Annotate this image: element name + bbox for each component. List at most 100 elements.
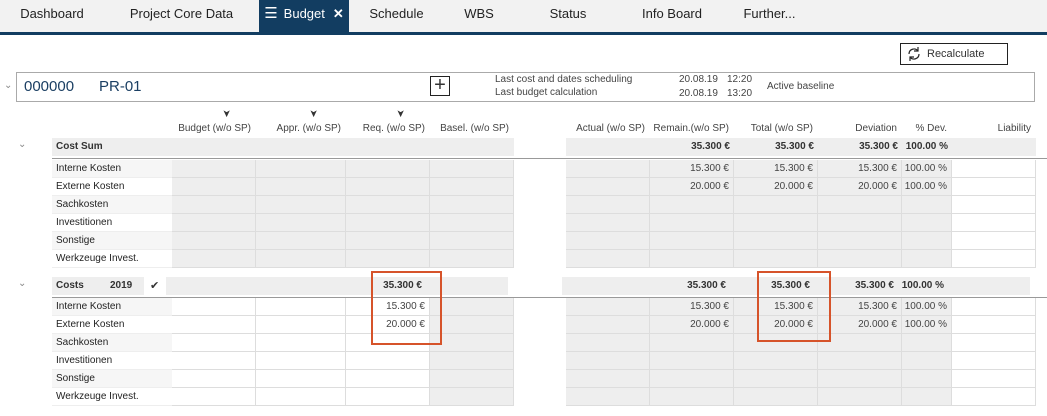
cell-remain[interactable]: 20.000 €: [650, 316, 734, 334]
check-icon[interactable]: ✔: [150, 280, 160, 292]
cell-appr[interactable]: [256, 352, 346, 370]
cell-pct[interactable]: [902, 352, 952, 370]
cell-remain[interactable]: [650, 352, 734, 370]
cell-appr[interactable]: [256, 334, 346, 352]
cell-total[interactable]: [734, 214, 818, 232]
cell-budget[interactable]: [172, 214, 256, 232]
cell-remain[interactable]: [650, 370, 734, 388]
cell-req[interactable]: [346, 370, 430, 388]
cell-total[interactable]: [734, 232, 818, 250]
cell-remain[interactable]: 20.000 €: [650, 178, 734, 196]
column-header-remain[interactable]: Remain.(w/o SP): [653, 123, 729, 134]
cell-pct[interactable]: [902, 196, 952, 214]
tab-wbs[interactable]: WBS: [444, 0, 514, 32]
column-header-appr[interactable]: Appr. (w/o SP): [276, 123, 341, 134]
cell-total[interactable]: [734, 196, 818, 214]
cell-budget[interactable]: [172, 196, 256, 214]
cell-actual[interactable]: [566, 298, 650, 316]
cell-actual[interactable]: [566, 196, 650, 214]
tab-info-board[interactable]: Info Board: [622, 0, 722, 32]
cell-pct[interactable]: 100.00 %: [902, 178, 952, 196]
tab-project-core-data[interactable]: Project Core Data: [104, 0, 259, 32]
cell-req[interactable]: [346, 178, 430, 196]
column-header-budget[interactable]: Budget (w/o SP): [178, 123, 251, 134]
cell-total[interactable]: [734, 352, 818, 370]
cell-deviation[interactable]: [818, 196, 902, 214]
cell-pct[interactable]: [902, 250, 952, 268]
cell-remain[interactable]: 15.300 €: [650, 160, 734, 178]
collapse-costs-chevron-icon[interactable]: ⌄: [18, 278, 27, 289]
cell-deviation[interactable]: [818, 250, 902, 268]
cell-pct[interactable]: 100.00 %: [902, 298, 952, 316]
cell-basel[interactable]: [430, 250, 514, 268]
column-header-basel[interactable]: Basel. (w/o SP): [440, 123, 509, 134]
cell-basel[interactable]: [430, 298, 514, 316]
cell-basel[interactable]: [430, 316, 514, 334]
collapse-cost_sum-chevron-icon[interactable]: ⌄: [18, 139, 27, 150]
cell-pct[interactable]: 100.00 %: [902, 160, 952, 178]
cell-actual[interactable]: [566, 214, 650, 232]
cell-actual[interactable]: [566, 352, 650, 370]
cell-remain[interactable]: [650, 334, 734, 352]
cell-deviation[interactable]: 20.000 €: [818, 178, 902, 196]
cell-remain[interactable]: [650, 232, 734, 250]
cell-pct[interactable]: [902, 370, 952, 388]
cell-basel[interactable]: [430, 388, 514, 406]
cell-total[interactable]: [734, 370, 818, 388]
column-header-total[interactable]: Total (w/o SP): [750, 123, 813, 134]
cell-remain[interactable]: [650, 388, 734, 406]
cell-deviation[interactable]: [818, 232, 902, 250]
cell-basel[interactable]: [430, 160, 514, 178]
cell-deviation[interactable]: 20.000 €: [818, 316, 902, 334]
cell-pct[interactable]: [902, 334, 952, 352]
cell-basel[interactable]: [430, 178, 514, 196]
close-icon[interactable]: ✕: [332, 6, 344, 21]
tab-budget[interactable]: ☰ Budget ✕: [259, 0, 349, 35]
cell-total[interactable]: 15.300 €: [734, 160, 818, 178]
cell-basel[interactable]: [430, 196, 514, 214]
cell-budget[interactable]: [172, 160, 256, 178]
cell-pct[interactable]: [902, 388, 952, 406]
cell-req[interactable]: [346, 352, 430, 370]
tab-further[interactable]: Further...: [722, 0, 817, 32]
column-header-req[interactable]: Req. (w/o SP): [362, 123, 425, 134]
cell-budget[interactable]: [172, 298, 256, 316]
cell-total[interactable]: [734, 388, 818, 406]
cell-remain[interactable]: [650, 196, 734, 214]
cell-appr[interactable]: [256, 196, 346, 214]
cell-deviation[interactable]: [818, 352, 902, 370]
cell-deviation[interactable]: [818, 214, 902, 232]
cell-budget[interactable]: [172, 232, 256, 250]
cell-appr[interactable]: [256, 178, 346, 196]
cell-appr[interactable]: [256, 160, 346, 178]
cell-pct[interactable]: [902, 232, 952, 250]
cell-budget[interactable]: [172, 388, 256, 406]
cell-total[interactable]: [734, 250, 818, 268]
tab-schedule[interactable]: Schedule: [349, 0, 444, 32]
cell-remain[interactable]: 15.300 €: [650, 298, 734, 316]
tab-dashboard[interactable]: Dashboard: [0, 0, 104, 32]
cell-actual[interactable]: [566, 370, 650, 388]
cell-budget[interactable]: [172, 250, 256, 268]
cell-total[interactable]: [734, 334, 818, 352]
cell-budget[interactable]: [172, 316, 256, 334]
cell-actual[interactable]: [566, 160, 650, 178]
cell-actual[interactable]: [566, 334, 650, 352]
filter-icon[interactable]: ➤: [394, 109, 406, 118]
cell-total[interactable]: 20.000 €: [734, 316, 818, 334]
cell-deviation[interactable]: 15.300 €: [818, 160, 902, 178]
filter-icon[interactable]: ➤: [220, 109, 232, 118]
cell-deviation[interactable]: [818, 388, 902, 406]
cell-budget[interactable]: [172, 370, 256, 388]
cell-basel[interactable]: [430, 352, 514, 370]
cell-req[interactable]: [346, 250, 430, 268]
plus-icon[interactable]: +: [430, 75, 450, 96]
tab-status[interactable]: Status: [514, 0, 622, 32]
cell-deviation[interactable]: [818, 370, 902, 388]
recalculate-button[interactable]: Recalculate: [900, 43, 1008, 65]
cell-appr[interactable]: [256, 298, 346, 316]
cell-budget[interactable]: [172, 334, 256, 352]
collapse-project-chevron-icon[interactable]: ⌄: [4, 80, 13, 91]
cell-basel[interactable]: [430, 334, 514, 352]
cell-budget[interactable]: [172, 178, 256, 196]
